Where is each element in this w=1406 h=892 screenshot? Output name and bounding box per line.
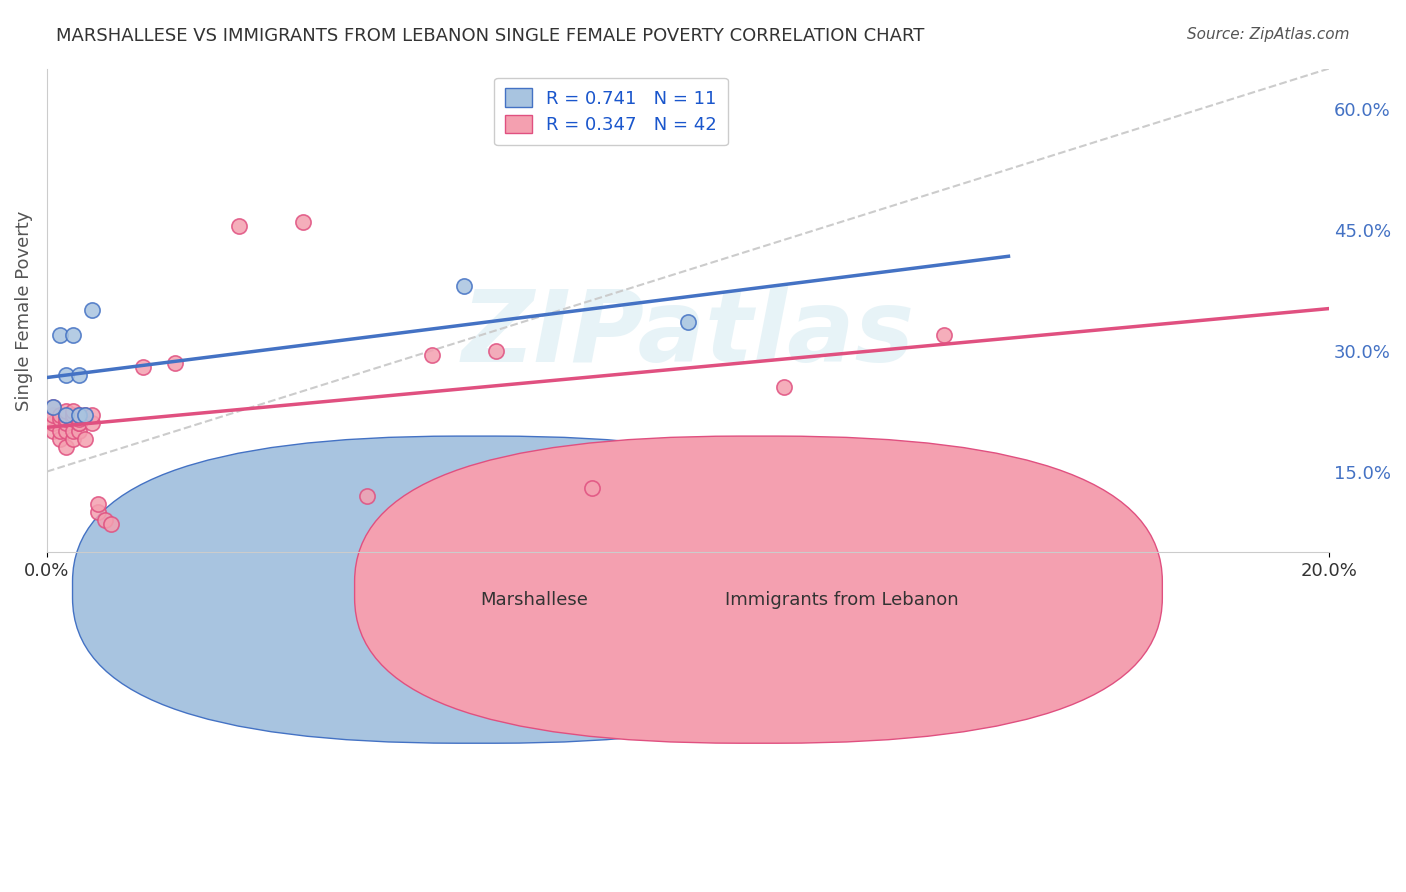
Point bbox=[55, 412, 77, 426]
Point bbox=[80, 416, 103, 430]
Point bbox=[42, 400, 65, 414]
Point bbox=[55, 408, 77, 422]
FancyBboxPatch shape bbox=[354, 436, 1163, 743]
Point bbox=[67, 412, 90, 426]
Point bbox=[676, 315, 699, 329]
Point bbox=[581, 481, 603, 495]
Point bbox=[42, 408, 65, 422]
Legend: R = 0.741   N = 11, R = 0.347   N = 42: R = 0.741 N = 11, R = 0.347 N = 42 bbox=[494, 78, 728, 145]
Point bbox=[132, 359, 155, 374]
Point bbox=[55, 416, 77, 430]
Point bbox=[67, 368, 90, 382]
Point bbox=[48, 408, 70, 422]
Point bbox=[87, 497, 110, 511]
Point bbox=[80, 303, 103, 318]
Point bbox=[67, 416, 90, 430]
Text: Marshallese: Marshallese bbox=[481, 591, 588, 609]
FancyBboxPatch shape bbox=[73, 436, 880, 743]
Point bbox=[55, 441, 77, 455]
Text: Source: ZipAtlas.com: Source: ZipAtlas.com bbox=[1187, 27, 1350, 42]
Text: Immigrants from Lebanon: Immigrants from Lebanon bbox=[725, 591, 959, 609]
Point bbox=[42, 424, 65, 438]
Text: MARSHALLESE VS IMMIGRANTS FROM LEBANON SINGLE FEMALE POVERTY CORRELATION CHART: MARSHALLESE VS IMMIGRANTS FROM LEBANON S… bbox=[56, 27, 925, 45]
Point bbox=[67, 408, 90, 422]
Point bbox=[80, 408, 103, 422]
Point bbox=[48, 433, 70, 447]
Point bbox=[356, 489, 378, 503]
Point bbox=[55, 404, 77, 418]
Point bbox=[48, 327, 70, 342]
Y-axis label: Single Female Poverty: Single Female Poverty bbox=[15, 211, 32, 410]
Point bbox=[62, 327, 84, 342]
Point bbox=[67, 408, 90, 422]
Point bbox=[75, 433, 97, 447]
Point bbox=[62, 433, 84, 447]
Point bbox=[42, 416, 65, 430]
Point bbox=[228, 219, 250, 233]
Point bbox=[93, 513, 115, 527]
Point bbox=[420, 348, 443, 362]
Point bbox=[87, 505, 110, 519]
Point bbox=[48, 424, 70, 438]
Point bbox=[62, 404, 84, 418]
Point bbox=[100, 516, 122, 531]
Point bbox=[934, 327, 956, 342]
Point bbox=[48, 412, 70, 426]
Point bbox=[55, 368, 77, 382]
Point bbox=[453, 279, 475, 293]
Point bbox=[165, 356, 187, 370]
Point bbox=[55, 408, 77, 422]
Point bbox=[67, 416, 90, 430]
Point bbox=[42, 400, 65, 414]
Point bbox=[62, 408, 84, 422]
Point bbox=[62, 412, 84, 426]
Point bbox=[75, 408, 97, 422]
Point bbox=[292, 215, 315, 229]
Point bbox=[62, 424, 84, 438]
Point bbox=[67, 424, 90, 438]
Point bbox=[55, 424, 77, 438]
Text: ZIPatlas: ZIPatlas bbox=[461, 286, 914, 383]
Point bbox=[75, 408, 97, 422]
Point bbox=[773, 380, 796, 394]
Point bbox=[485, 343, 508, 358]
